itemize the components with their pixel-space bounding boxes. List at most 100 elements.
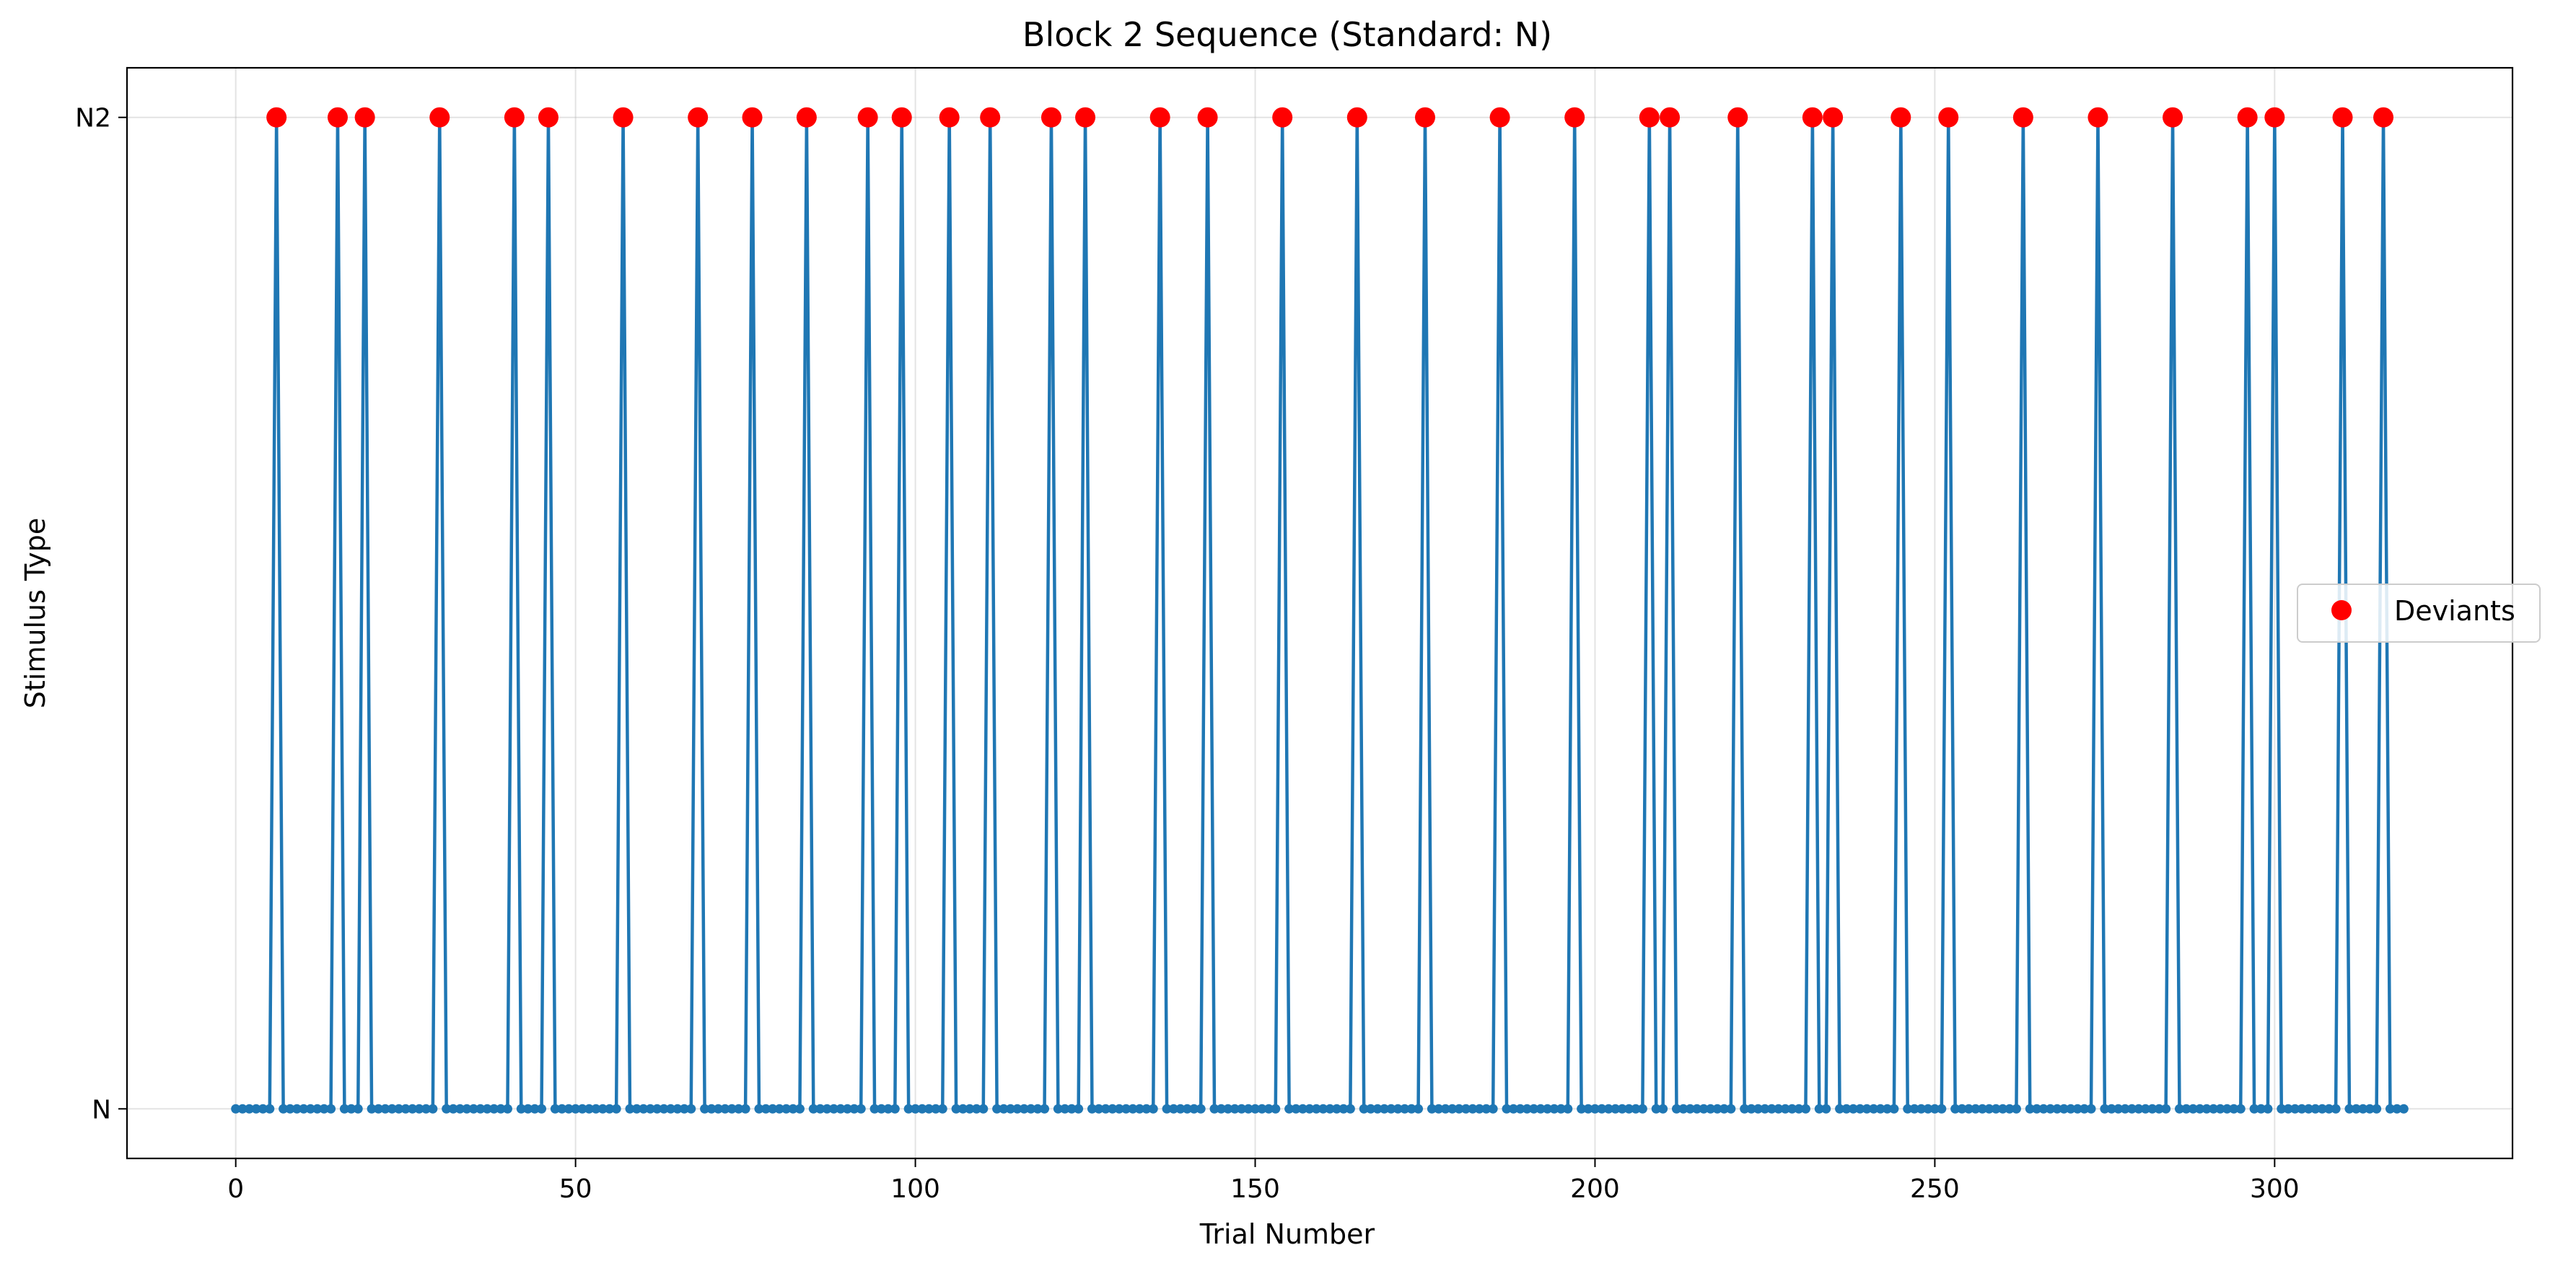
legend-deviant-marker bbox=[2331, 600, 2352, 620]
trial-point bbox=[1637, 1104, 1647, 1114]
trial-point bbox=[1848, 1104, 1858, 1114]
trial-point bbox=[883, 1104, 893, 1114]
trial-point bbox=[2249, 1104, 2259, 1114]
trial-point bbox=[2100, 1104, 2110, 1114]
trial-point bbox=[571, 1104, 581, 1114]
trial-point bbox=[305, 1104, 315, 1114]
trial-point bbox=[1991, 1104, 2001, 1114]
trial-point bbox=[1400, 1104, 1410, 1114]
trial-point bbox=[1549, 1104, 1559, 1114]
trial-point bbox=[1658, 1104, 1668, 1114]
trial-point bbox=[1114, 1104, 1124, 1114]
trial-point bbox=[2324, 1104, 2334, 1114]
trial-point bbox=[1414, 1104, 1424, 1114]
trial-point bbox=[1196, 1104, 1206, 1114]
trial-point bbox=[2134, 1104, 2144, 1114]
trial-point bbox=[829, 1104, 839, 1114]
trial-point bbox=[489, 1104, 499, 1114]
trial-point bbox=[1794, 1104, 1804, 1114]
trial-point bbox=[1841, 1104, 1852, 1114]
trial-point bbox=[312, 1104, 323, 1114]
trial-point bbox=[1094, 1104, 1104, 1114]
deviant-point bbox=[1414, 107, 1435, 128]
trial-point bbox=[339, 1104, 349, 1114]
trial-point bbox=[1243, 1104, 1253, 1114]
trial-point bbox=[1699, 1104, 1709, 1114]
x-tick-label: 150 bbox=[1230, 1174, 1280, 1204]
trial-point bbox=[1427, 1104, 1437, 1114]
chart-title: Block 2 Sequence (Standard: N) bbox=[1022, 15, 1552, 54]
trial-point bbox=[639, 1104, 649, 1114]
trial-point bbox=[924, 1104, 934, 1114]
trial-point bbox=[1651, 1104, 1661, 1114]
deviant-point bbox=[939, 107, 960, 128]
trial-point bbox=[720, 1104, 730, 1114]
trial-point bbox=[1461, 1104, 1471, 1114]
trial-point bbox=[245, 1104, 255, 1114]
trial-point bbox=[1869, 1104, 1879, 1114]
trial-point bbox=[611, 1104, 621, 1114]
trial-point bbox=[237, 1104, 247, 1114]
trial-point bbox=[502, 1104, 512, 1114]
trial-point bbox=[2277, 1104, 2287, 1114]
trial-point bbox=[1998, 1104, 2008, 1114]
deviant-point bbox=[1197, 107, 1218, 128]
trial-point bbox=[1053, 1104, 1063, 1114]
trial-point bbox=[591, 1104, 601, 1114]
trial-point bbox=[564, 1104, 574, 1114]
deviant-point bbox=[1041, 107, 1061, 128]
trial-point bbox=[2372, 1104, 2382, 1114]
trial-point bbox=[1963, 1104, 1973, 1114]
trial-point bbox=[1291, 1104, 1301, 1114]
trial-point bbox=[400, 1104, 411, 1114]
deviant-point bbox=[1272, 107, 1293, 128]
trial-point bbox=[1182, 1104, 1192, 1114]
trial-point bbox=[1862, 1104, 1872, 1114]
trial-point bbox=[869, 1104, 880, 1114]
trial-point bbox=[1515, 1104, 1525, 1114]
trial-point bbox=[367, 1104, 377, 1114]
trial-point bbox=[2140, 1104, 2150, 1114]
trial-point bbox=[1447, 1104, 1458, 1114]
trial-point bbox=[673, 1104, 683, 1114]
deviant-point bbox=[1727, 107, 1748, 128]
trial-point bbox=[1386, 1104, 1396, 1114]
legend-box bbox=[2297, 584, 2541, 643]
trial-point bbox=[1692, 1104, 1702, 1114]
trial-point bbox=[1617, 1104, 1627, 1114]
trial-point bbox=[2392, 1104, 2402, 1114]
deviant-point bbox=[538, 107, 558, 128]
y-axis-label: Stimulus Type bbox=[19, 518, 51, 708]
trial-point bbox=[1345, 1104, 1355, 1114]
trial-point bbox=[1250, 1104, 1261, 1114]
trial-point bbox=[1597, 1104, 1607, 1114]
deviant-point bbox=[266, 107, 287, 128]
deviant-point bbox=[688, 107, 709, 128]
trial-point bbox=[414, 1104, 424, 1114]
trial-point bbox=[794, 1104, 805, 1114]
trial-point bbox=[659, 1104, 669, 1114]
trial-point bbox=[890, 1104, 900, 1114]
y-tick-label: N2 bbox=[75, 104, 111, 133]
trial-point bbox=[836, 1104, 846, 1114]
trial-point bbox=[2147, 1104, 2157, 1114]
trial-point bbox=[448, 1104, 458, 1114]
trial-point bbox=[1590, 1104, 1600, 1114]
trial-point bbox=[1297, 1104, 1307, 1114]
trial-point bbox=[462, 1104, 472, 1114]
trial-point bbox=[530, 1104, 540, 1114]
trial-point bbox=[734, 1104, 744, 1114]
trial-point bbox=[468, 1104, 478, 1114]
trial-point bbox=[1800, 1104, 1810, 1114]
trial-point bbox=[1937, 1104, 1947, 1114]
trial-point bbox=[1529, 1104, 1539, 1114]
trial-point bbox=[2290, 1104, 2300, 1114]
trial-point bbox=[1488, 1104, 1498, 1114]
trial-point bbox=[1746, 1104, 1756, 1114]
trial-point bbox=[1372, 1104, 1383, 1114]
trial-point bbox=[299, 1104, 309, 1114]
trial-point bbox=[842, 1104, 852, 1114]
x-tick-label: 50 bbox=[559, 1174, 592, 1204]
trial-point bbox=[1066, 1104, 1077, 1114]
